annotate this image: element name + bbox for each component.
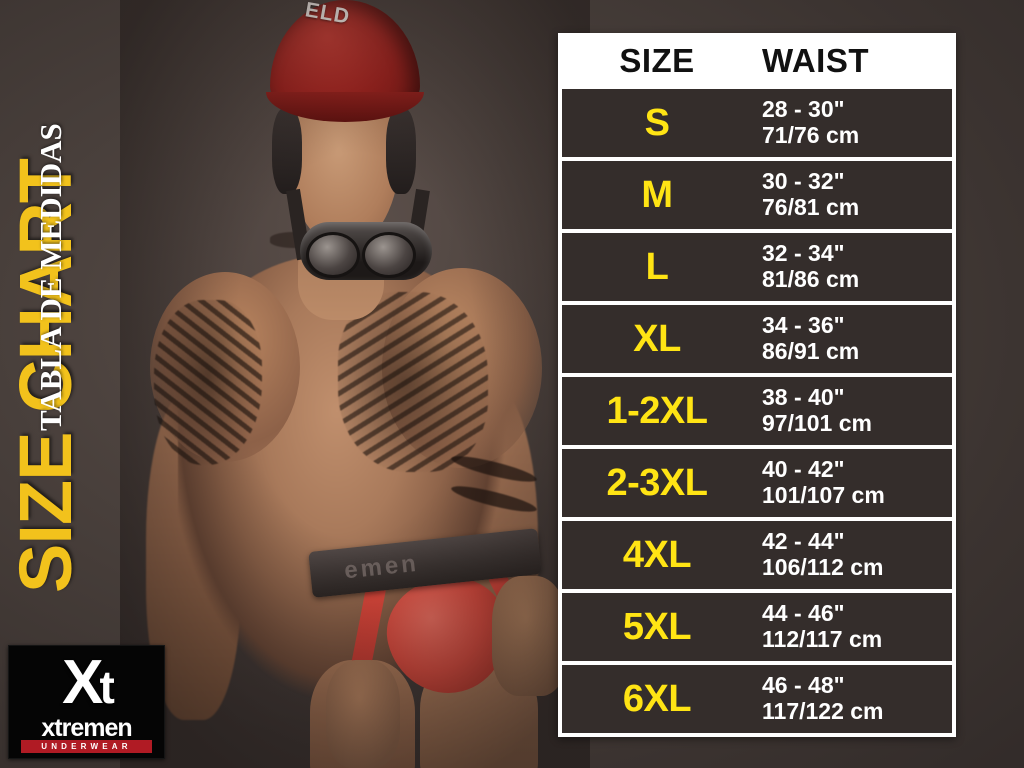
page-subtitle: TABLA DE MEDIDAS xyxy=(33,123,68,431)
size-chart-table: SIZE WAIST S 28 - 30" 71/76 cm M 30 - 32" 76/… xyxy=(558,33,956,737)
cell-waist: 28 - 30" 71/76 cm xyxy=(752,96,952,149)
table-row: 6XL 46 - 48" 117/122 cm xyxy=(562,661,952,733)
waistband-text: emen xyxy=(342,549,421,585)
shoulder-tattoo xyxy=(154,300,262,465)
cell-size: M xyxy=(641,174,673,216)
logo-monogram-t: t xyxy=(99,661,115,713)
waist-centimeters: 101/107 cm xyxy=(762,482,885,508)
goggles xyxy=(300,222,432,280)
brand-logo: Xt xtremen UNDERWEAR xyxy=(8,645,165,759)
cell-waist: 42 - 44" 106/112 cm xyxy=(752,528,952,581)
cell-size: 4XL xyxy=(622,534,692,576)
table-row: 5XL 44 - 46" 112/117 cm xyxy=(562,589,952,661)
table-row: M 30 - 32" 76/81 cm xyxy=(562,157,952,229)
waist-inches: 46 - 48" xyxy=(762,672,845,699)
waist-inches: 28 - 30" xyxy=(762,96,845,123)
cell-waist: 34 - 36" 86/91 cm xyxy=(752,312,952,365)
waist-inches: 40 - 42" xyxy=(762,456,845,483)
logo-tagline: UNDERWEAR xyxy=(21,740,152,753)
waist-centimeters: 106/112 cm xyxy=(762,554,884,580)
logo-wordmark: xtremen xyxy=(41,714,132,742)
cell-waist: 32 - 34" 81/86 cm xyxy=(752,240,952,293)
waist-inches: 44 - 46" xyxy=(762,600,845,627)
waist-centimeters: 81/86 cm xyxy=(762,266,860,292)
waist-centimeters: 86/91 cm xyxy=(762,338,860,364)
cell-size: 1-2XL xyxy=(606,390,708,432)
goggle-lens-right xyxy=(362,232,416,278)
goggle-lens-left xyxy=(306,232,360,278)
cell-size: L xyxy=(645,246,669,288)
waist-inches: 32 - 34" xyxy=(762,240,845,267)
cell-size: XL xyxy=(633,318,681,360)
cell-size: S xyxy=(644,102,670,144)
waist-centimeters: 117/122 cm xyxy=(762,698,884,724)
helmet-ear-flap-left xyxy=(272,108,302,194)
helmet-ear-flap-right xyxy=(386,108,416,194)
table-row: 1-2XL 38 - 40" 97/101 cm xyxy=(562,373,952,445)
waist-inches: 34 - 36" xyxy=(762,312,845,339)
cell-size: 2-3XL xyxy=(606,462,708,504)
chest-tattoo xyxy=(338,292,488,472)
waist-centimeters: 97/101 cm xyxy=(762,410,872,436)
waist-centimeters: 112/117 cm xyxy=(762,626,883,652)
cell-waist: 44 - 46" 112/117 cm xyxy=(752,600,952,653)
logo-monogram: Xt xyxy=(62,652,115,714)
table-row: S 28 - 30" 71/76 cm xyxy=(562,85,952,157)
waist-centimeters: 76/81 cm xyxy=(762,194,860,220)
table-header-row: SIZE WAIST xyxy=(562,37,952,85)
table-row: 4XL 42 - 44" 106/112 cm xyxy=(562,517,952,589)
model-photo: ELD emen xyxy=(120,0,590,768)
cell-waist: 38 - 40" 97/101 cm xyxy=(752,384,952,437)
cell-waist: 46 - 48" 117/122 cm xyxy=(752,672,952,725)
model-left-hand xyxy=(326,660,400,768)
cell-size: 5XL xyxy=(622,606,692,648)
logo-monogram-x: X xyxy=(62,648,103,717)
column-header-waist: WAIST xyxy=(762,42,869,79)
table-row: L 32 - 34" 81/86 cm xyxy=(562,229,952,301)
cell-waist: 30 - 32" 76/81 cm xyxy=(752,168,952,221)
waist-inches: 30 - 32" xyxy=(762,168,845,195)
table-row: 2-3XL 40 - 42" 101/107 cm xyxy=(562,445,952,517)
model-right-hand xyxy=(492,576,568,696)
cell-waist: 40 - 42" 101/107 cm xyxy=(752,456,952,509)
table-row: XL 34 - 36" 86/91 cm xyxy=(562,301,952,373)
waist-inches: 42 - 44" xyxy=(762,528,845,555)
cell-size: 6XL xyxy=(622,678,692,720)
table-body: S 28 - 30" 71/76 cm M 30 - 32" 76/81 cm L 32 - … xyxy=(562,85,952,733)
column-header-size: SIZE xyxy=(619,42,695,79)
waist-inches: 38 - 40" xyxy=(762,384,845,411)
waist-centimeters: 71/76 cm xyxy=(762,122,860,148)
